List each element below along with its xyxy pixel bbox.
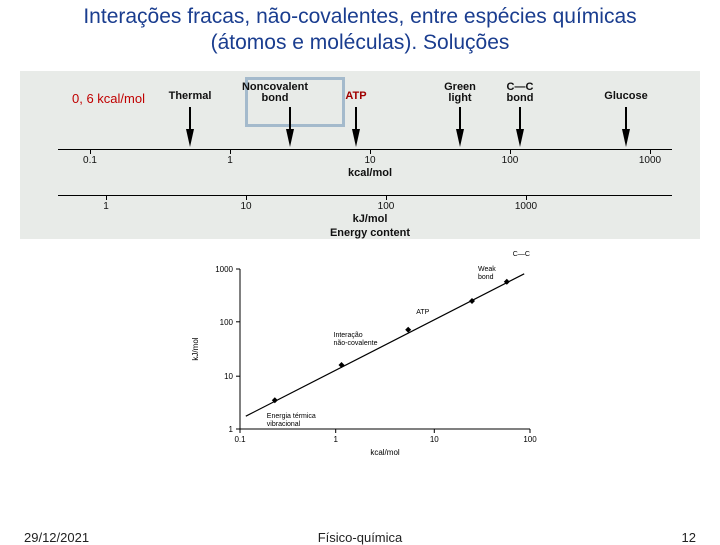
down-arrow-icon bbox=[286, 129, 294, 147]
axis-tick-label: 100 bbox=[502, 155, 519, 166]
axis-tick bbox=[526, 195, 527, 200]
title-line2: (átomos e moléculas). Soluções bbox=[211, 31, 510, 54]
axis-tick-label: 10 bbox=[240, 201, 251, 212]
x-tick-label: 1 bbox=[333, 435, 338, 444]
energy-label: C—C bond bbox=[507, 82, 534, 105]
title-line1: Interações fracas, não-covalentes, entre… bbox=[83, 5, 636, 28]
energy-label: Thermal bbox=[169, 91, 212, 103]
down-arrow-icon bbox=[516, 129, 524, 147]
slide-title: Interações fracas, não-covalentes, entre… bbox=[0, 0, 720, 57]
axis-tick bbox=[230, 149, 231, 154]
axis-tick bbox=[650, 149, 651, 154]
point-label: bond bbox=[478, 274, 494, 281]
point-label: Weak bbox=[478, 266, 496, 273]
x-tick-label: 100 bbox=[523, 435, 537, 444]
x-tick-label: 10 bbox=[430, 435, 439, 444]
footer-center: Físico-química bbox=[318, 530, 403, 545]
x-axis-label: kcal/mol bbox=[370, 448, 400, 457]
axis-label: kcal/mol bbox=[348, 167, 392, 179]
y-tick-label: 10 bbox=[224, 372, 233, 381]
scatter-svg: 0.1110100kcal/mol1101001000kJ/molEnergia… bbox=[170, 249, 550, 459]
axis-line bbox=[58, 195, 672, 196]
data-point bbox=[339, 362, 345, 368]
axis-tick-label: 1000 bbox=[639, 155, 661, 166]
y-tick-label: 100 bbox=[220, 317, 234, 326]
axis-tick bbox=[510, 149, 511, 154]
down-arrow-icon bbox=[456, 129, 464, 147]
axis-tick-label: 10 bbox=[364, 155, 375, 166]
thermal-annotation: 0, 6 kcal/mol bbox=[72, 91, 145, 106]
kj-kcal-scatter: 0.1110100kcal/mol1101001000kJ/molEnergia… bbox=[170, 249, 550, 459]
point-label: vibracional bbox=[267, 421, 301, 428]
axis-tick bbox=[246, 195, 247, 200]
down-arrow-icon bbox=[622, 129, 630, 147]
footer-page: 12 bbox=[682, 530, 696, 545]
energy-scale-diagram: 0, 6 kcal/mol Thermal Noncovalent bond ATP… bbox=[20, 71, 700, 239]
regression-line bbox=[246, 273, 524, 415]
point-label: ATP bbox=[416, 308, 429, 315]
point-label: Interação bbox=[334, 332, 363, 339]
footer-date: 29/12/2021 bbox=[24, 530, 89, 545]
axis-tick-label: 0.1 bbox=[83, 155, 97, 166]
point-label: não-covalente bbox=[334, 340, 378, 347]
energy-label: Green light bbox=[444, 82, 476, 105]
down-arrow-icon bbox=[352, 129, 360, 147]
energy-label: Noncovalent bond bbox=[242, 82, 308, 105]
point-label: Energia térmica bbox=[267, 413, 316, 420]
energy-label: Glucose bbox=[604, 91, 647, 103]
axis-tick bbox=[370, 149, 371, 154]
point-label: C—C bbox=[513, 250, 530, 257]
axis-tick-label: 1 bbox=[227, 155, 233, 166]
axis-tick bbox=[386, 195, 387, 200]
y-tick-label: 1 bbox=[229, 425, 234, 434]
axis-tick-label: 100 bbox=[378, 201, 395, 212]
diagram-caption: Energy content bbox=[330, 227, 410, 239]
x-tick-label: 0.1 bbox=[234, 435, 246, 444]
axis-tick bbox=[90, 149, 91, 154]
axis-tick-label: 1000 bbox=[515, 201, 537, 212]
axis-line bbox=[58, 149, 672, 150]
y-tick-label: 1000 bbox=[215, 265, 233, 274]
energy-label: ATP bbox=[345, 91, 366, 103]
axis-tick-label: 1 bbox=[103, 201, 109, 212]
axis-label: kJ/mol bbox=[353, 213, 388, 225]
axis-tick bbox=[106, 195, 107, 200]
y-axis-label: kJ/mol bbox=[191, 337, 200, 360]
down-arrow-icon bbox=[186, 129, 194, 147]
